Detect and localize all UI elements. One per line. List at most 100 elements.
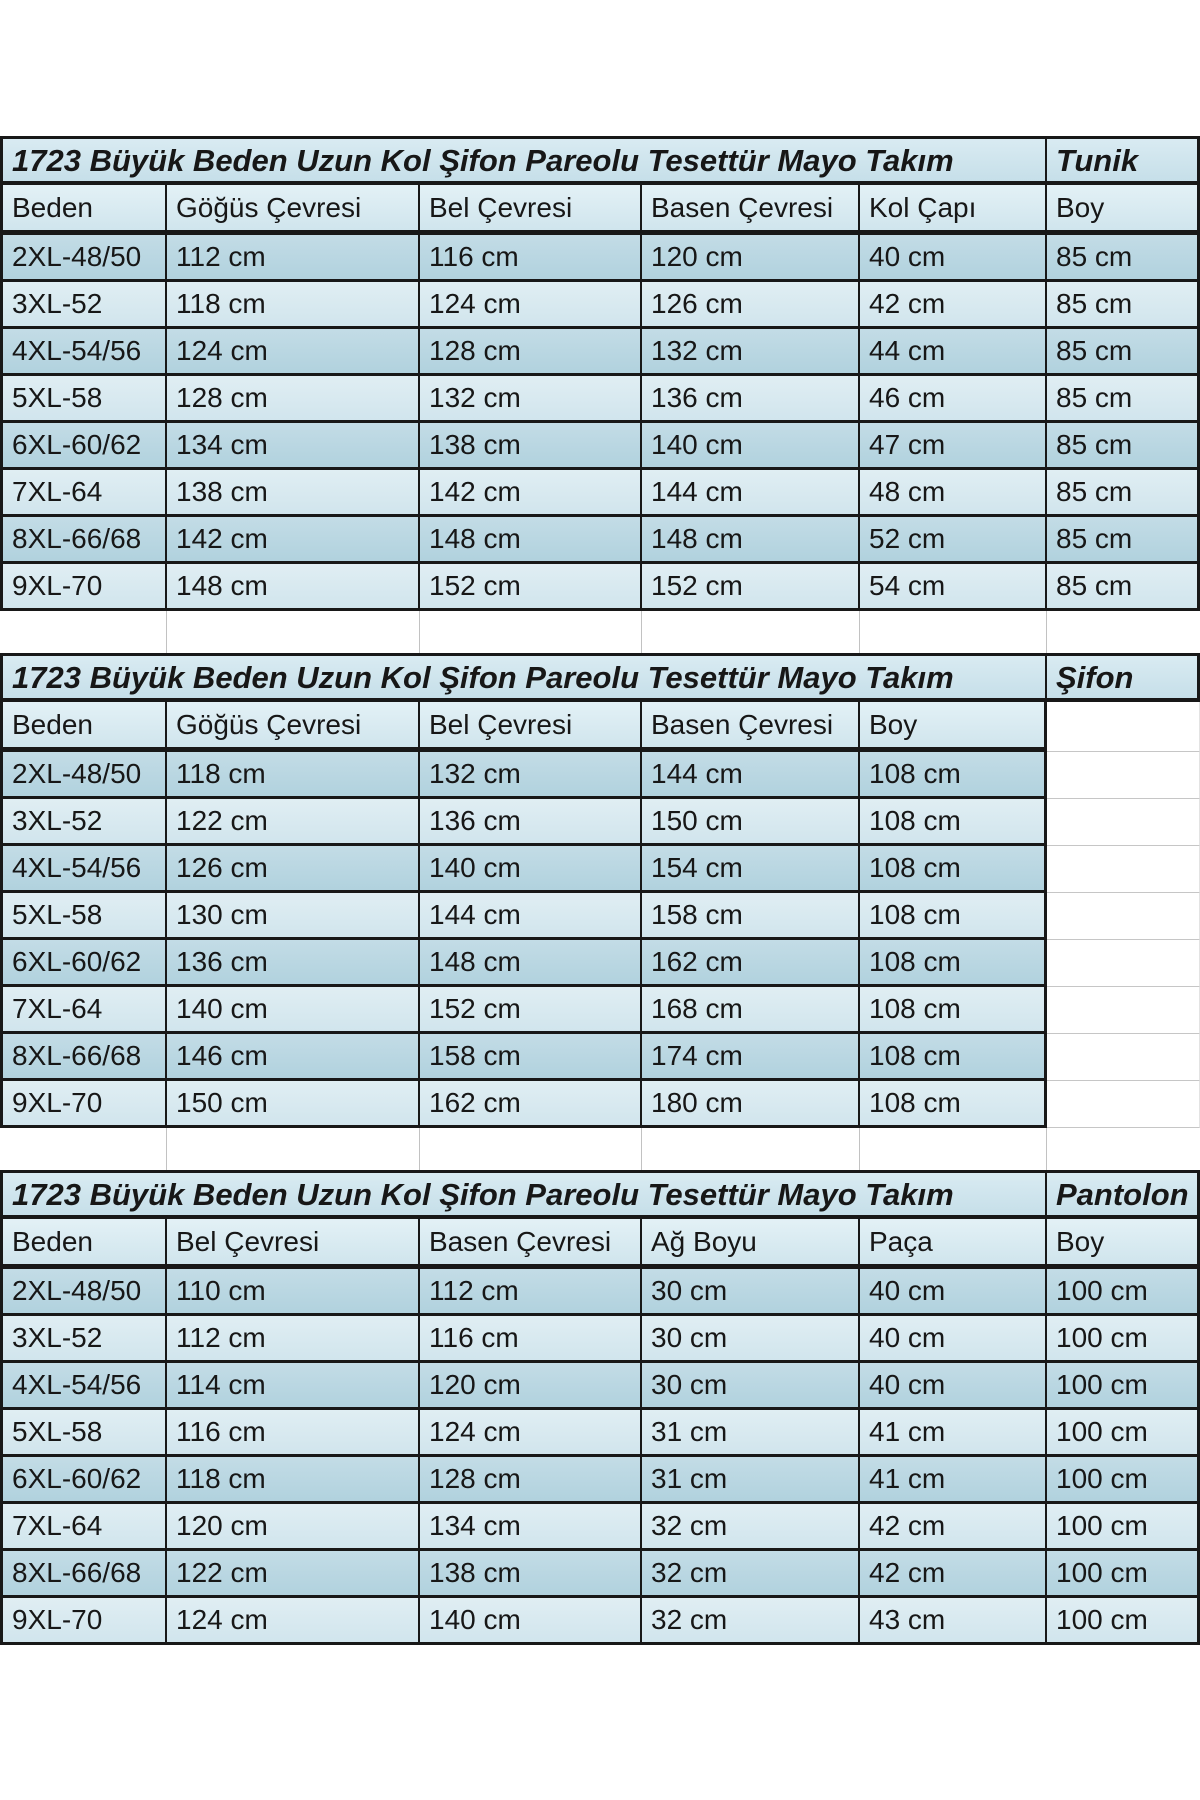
column-header: Basen Çevresi [420,1219,642,1269]
empty-cell [1047,893,1200,940]
table-title-row: 1723 Büyük Beden Uzun Kol Şifon Pareolu … [0,1173,1200,1219]
table-title-row: 1723 Büyük Beden Uzun Kol Şifon Pareolu … [0,139,1200,185]
gap-cell [167,611,420,653]
measurement-cell: 158 cm [642,893,860,940]
measurement-cell: 162 cm [642,940,860,987]
size-label-cell: 5XL-58 [0,893,167,940]
size-label-cell: 9XL-70 [0,1598,167,1645]
measurement-cell: 100 cm [1047,1316,1200,1363]
table-header-row: Beden Bel Çevresi Basen Çevresi Ağ Boyu Paça… [0,1219,1200,1269]
size-label-cell: 7XL-64 [0,1504,167,1551]
measurement-cell: 142 cm [167,517,420,564]
size-label-cell: 8XL-66/68 [0,1034,167,1081]
measurement-cell: 112 cm [420,1269,642,1316]
measurement-cell: 85 cm [1047,235,1200,282]
empty-cell [1047,940,1200,987]
size-label-cell: 4XL-54/56 [0,846,167,893]
table-title: 1723 Büyük Beden Uzun Kol Şifon Pareolu … [0,656,1047,702]
table-gap [0,1128,1200,1170]
measurement-cell: 126 cm [167,846,420,893]
measurement-cell: 150 cm [167,1081,420,1128]
size-label-cell: 7XL-64 [0,987,167,1034]
measurement-cell: 158 cm [420,1034,642,1081]
size-label-cell: 6XL-60/62 [0,423,167,470]
table-row: 4XL-54/56 114 cm 120 cm 30 cm 40 cm 100 cm [0,1363,1200,1410]
column-header: Boy [860,702,1047,752]
measurement-cell: 140 cm [420,846,642,893]
measurement-cell: 120 cm [420,1363,642,1410]
measurement-cell: 30 cm [642,1363,860,1410]
measurement-cell: 114 cm [167,1363,420,1410]
table-row: 8XL-66/68 122 cm 138 cm 32 cm 42 cm 100 cm [0,1551,1200,1598]
measurement-cell: 124 cm [167,1598,420,1645]
measurement-cell: 136 cm [167,940,420,987]
measurement-cell: 144 cm [642,470,860,517]
table-row: 3XL-52 122 cm 136 cm 150 cm 108 cm [0,799,1200,846]
measurement-cell: 32 cm [642,1504,860,1551]
measurement-cell: 152 cm [420,987,642,1034]
size-label-cell: 3XL-52 [0,1316,167,1363]
measurement-cell: 100 cm [1047,1504,1200,1551]
gap-cell [0,611,167,653]
table-row: 5XL-58 128 cm 132 cm 136 cm 46 cm 85 cm [0,376,1200,423]
measurement-cell: 138 cm [420,423,642,470]
size-label-cell: 4XL-54/56 [0,1363,167,1410]
measurement-cell: 148 cm [642,517,860,564]
table-row: 6XL-60/62 118 cm 128 cm 31 cm 41 cm 100 cm [0,1457,1200,1504]
measurement-cell: 146 cm [167,1034,420,1081]
size-label-cell: 2XL-48/50 [0,1269,167,1316]
measurement-cell: 108 cm [860,1081,1047,1128]
table-row: 8XL-66/68 146 cm 158 cm 174 cm 108 cm [0,1034,1200,1081]
measurement-cell: 85 cm [1047,376,1200,423]
measurement-cell: 168 cm [642,987,860,1034]
measurement-cell: 108 cm [860,940,1047,987]
table-variant-label: Şifon [1047,656,1200,702]
measurement-cell: 32 cm [642,1598,860,1645]
table-row: 9XL-70 150 cm 162 cm 180 cm 108 cm [0,1081,1200,1128]
column-header: Basen Çevresi [642,185,860,235]
size-label-cell: 6XL-60/62 [0,1457,167,1504]
size-label-cell: 2XL-48/50 [0,235,167,282]
empty-cell [1047,799,1200,846]
measurement-cell: 108 cm [860,752,1047,799]
table-row: 2XL-48/50 110 cm 112 cm 30 cm 40 cm 100 cm [0,1269,1200,1316]
tables-stack: 1723 Büyük Beden Uzun Kol Şifon Pareolu … [0,136,1200,1645]
measurement-cell: 154 cm [642,846,860,893]
table-variant-label: Tunik [1047,139,1200,185]
measurement-cell: 120 cm [642,235,860,282]
measurement-cell: 150 cm [642,799,860,846]
measurement-cell: 42 cm [860,1504,1047,1551]
size-label-cell: 7XL-64 [0,470,167,517]
column-header: Basen Çevresi [642,702,860,752]
size-table-2: 1723 Büyük Beden Uzun Kol Şifon Pareolu … [0,653,1200,1128]
size-label-cell: 6XL-60/62 [0,940,167,987]
size-label-cell: 8XL-66/68 [0,517,167,564]
measurement-cell: 138 cm [167,470,420,517]
gap-cell [1047,1128,1200,1170]
measurement-cell: 124 cm [420,1410,642,1457]
measurement-cell: 142 cm [420,470,642,517]
column-header: Beden [0,185,167,235]
measurement-cell: 31 cm [642,1457,860,1504]
gap-cell [1047,611,1200,653]
measurement-cell: 85 cm [1047,564,1200,611]
measurement-cell: 100 cm [1047,1457,1200,1504]
measurement-cell: 48 cm [860,470,1047,517]
measurement-cell: 138 cm [420,1551,642,1598]
table-title: 1723 Büyük Beden Uzun Kol Şifon Pareolu … [0,139,1047,185]
column-header: Boy [1047,1219,1200,1269]
gap-cell [642,1128,860,1170]
size-label-cell: 9XL-70 [0,564,167,611]
table-row: 3XL-52 112 cm 116 cm 30 cm 40 cm 100 cm [0,1316,1200,1363]
column-header: Boy [1047,185,1200,235]
column-header: Kol Çapı [860,185,1047,235]
measurement-cell: 140 cm [420,1598,642,1645]
measurement-cell: 126 cm [642,282,860,329]
measurement-cell: 108 cm [860,987,1047,1034]
table-title: 1723 Büyük Beden Uzun Kol Şifon Pareolu … [0,1173,1047,1219]
table-row: 5XL-58 116 cm 124 cm 31 cm 41 cm 100 cm [0,1410,1200,1457]
measurement-cell: 132 cm [420,752,642,799]
size-label-cell: 2XL-48/50 [0,752,167,799]
table-row: 9XL-70 124 cm 140 cm 32 cm 43 cm 100 cm [0,1598,1200,1645]
size-label-cell: 4XL-54/56 [0,329,167,376]
